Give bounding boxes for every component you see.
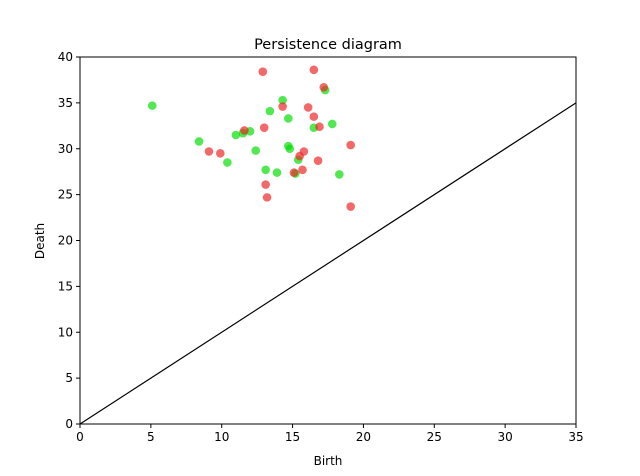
y-tick-label: 15 <box>58 279 73 293</box>
data-point <box>309 65 319 75</box>
data-point <box>335 170 344 179</box>
data-point <box>309 112 319 121</box>
data-point <box>204 147 214 156</box>
data-point <box>346 202 355 211</box>
data-point <box>194 137 204 146</box>
points-layer <box>147 65 355 211</box>
x-tick-label: 0 <box>76 430 84 444</box>
data-point <box>315 122 324 132</box>
plot-frame <box>79 56 577 425</box>
x-tick-label: 25 <box>427 430 442 444</box>
x-tick-label: 15 <box>285 430 300 444</box>
y-tick-label: 5 <box>65 371 73 385</box>
data-point <box>289 168 299 177</box>
x-tick-label: 20 <box>356 430 371 444</box>
x-tick-label: 35 <box>568 430 583 444</box>
data-point <box>223 158 232 167</box>
data-point <box>147 101 157 110</box>
y-tick-label: 20 <box>58 234 73 248</box>
data-point <box>303 103 313 112</box>
data-point <box>278 102 287 111</box>
data-point <box>299 147 309 156</box>
data-point <box>284 114 293 123</box>
plot-area <box>79 56 577 425</box>
diagonal-line <box>79 102 577 425</box>
data-point <box>231 130 241 140</box>
y-axis-label: Death <box>33 223 47 259</box>
x-tick-label: 30 <box>498 430 513 444</box>
y-tick-label: 25 <box>58 188 73 202</box>
x-tick-label: 10 <box>214 430 229 444</box>
data-point <box>313 156 323 165</box>
data-point <box>346 140 355 150</box>
y-tick-label: 35 <box>58 96 73 110</box>
chart-title: Persistence diagram <box>254 37 402 53</box>
data-point <box>327 119 337 129</box>
y-tick-label: 40 <box>58 50 73 64</box>
data-point <box>265 106 275 116</box>
y-tick-label: 10 <box>58 325 73 339</box>
x-tick-label: 5 <box>147 430 155 444</box>
diagonal-layer <box>79 102 577 425</box>
x-axis-ticks: 0 5 10 15 20 25 30 35 <box>76 424 584 444</box>
y-tick-label: 30 <box>58 142 73 156</box>
data-point <box>319 82 329 92</box>
data-point <box>215 149 225 158</box>
data-point <box>251 146 261 155</box>
data-point <box>240 126 249 135</box>
x-axis-label: Birth <box>314 454 343 468</box>
data-point <box>261 180 270 189</box>
data-point <box>259 123 269 132</box>
y-axis-ticks: 0 5 10 15 20 25 30 35 40 <box>58 50 80 431</box>
data-point <box>258 67 268 76</box>
y-tick-label: 0 <box>65 417 73 431</box>
data-point <box>272 168 282 177</box>
data-point <box>262 193 272 202</box>
data-point <box>278 95 287 105</box>
data-point <box>285 144 295 154</box>
data-point <box>261 165 270 175</box>
data-point <box>298 165 307 175</box>
